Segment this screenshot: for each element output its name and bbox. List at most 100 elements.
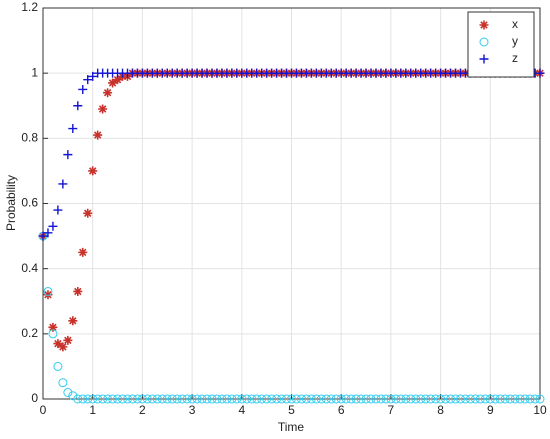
data-point — [257, 394, 267, 404]
data-point — [53, 361, 63, 371]
data-point — [316, 394, 326, 404]
data-point — [202, 394, 212, 404]
data-point — [103, 88, 113, 98]
legend-label: y — [512, 34, 518, 48]
data-point — [277, 394, 287, 404]
data-point — [88, 71, 98, 81]
data-point — [485, 394, 495, 404]
data-point — [262, 394, 272, 404]
data-point — [88, 394, 98, 404]
data-point — [311, 394, 321, 404]
data-point — [48, 221, 58, 231]
data-point — [48, 329, 58, 339]
data-point — [431, 394, 441, 404]
data-point — [58, 179, 68, 189]
legend-marker — [479, 54, 489, 64]
data-point — [356, 394, 366, 404]
data-point — [98, 104, 108, 114]
data-point — [78, 394, 88, 404]
data-point — [197, 394, 207, 404]
x-tick-label: 10 — [533, 403, 547, 417]
data-point — [113, 394, 123, 404]
data-point — [272, 394, 282, 404]
data-point — [152, 394, 162, 404]
data-point — [416, 394, 426, 404]
data-point — [43, 286, 53, 296]
data-point — [182, 394, 192, 404]
data-point — [500, 394, 510, 404]
data-point — [341, 394, 351, 404]
y-tick-label: 0.4 — [21, 261, 38, 275]
data-point — [108, 394, 118, 404]
data-point — [525, 394, 535, 404]
data-point — [436, 394, 446, 404]
data-point — [113, 75, 123, 85]
y-tick-label: 0.6 — [21, 196, 38, 210]
data-point — [48, 322, 58, 332]
data-point — [361, 394, 371, 404]
data-point — [93, 130, 103, 140]
data-point — [455, 394, 465, 404]
data-point — [386, 394, 396, 404]
data-point — [331, 394, 341, 404]
data-point — [68, 124, 78, 134]
data-point — [53, 339, 63, 349]
data-point — [396, 394, 406, 404]
data-point — [217, 394, 227, 404]
data-point — [83, 75, 93, 85]
x-tick-label: 2 — [139, 403, 146, 417]
data-point — [187, 394, 197, 404]
data-point — [88, 166, 98, 176]
data-point — [470, 394, 480, 404]
data-point — [426, 394, 436, 404]
data-point — [326, 394, 336, 404]
data-point — [441, 394, 451, 404]
data-point — [282, 394, 292, 404]
data-point — [296, 394, 306, 404]
data-point — [267, 394, 277, 404]
data-point — [132, 394, 142, 404]
data-point — [108, 78, 118, 88]
data-point — [510, 394, 520, 404]
x-tick-label: 5 — [288, 403, 295, 417]
data-point — [336, 394, 346, 404]
data-point — [212, 394, 222, 404]
data-point — [480, 394, 490, 404]
data-point — [162, 394, 172, 404]
legend-marker — [479, 20, 489, 30]
x-tick-label: 7 — [388, 403, 395, 417]
data-point — [401, 394, 411, 404]
y-tick-label: 1 — [31, 65, 38, 79]
data-point — [58, 378, 68, 388]
x-tick-label: 1 — [89, 403, 96, 417]
data-point — [177, 394, 187, 404]
x-tick-label: 3 — [189, 403, 196, 417]
x-axis-label: Time — [278, 420, 305, 434]
data-point — [495, 394, 505, 404]
data-point — [98, 394, 108, 404]
data-point — [83, 394, 93, 404]
data-point — [93, 394, 103, 404]
data-point — [535, 68, 545, 78]
data-point — [43, 290, 53, 300]
data-point — [68, 316, 78, 326]
data-point — [520, 394, 530, 404]
data-point — [306, 394, 316, 404]
data-point — [142, 394, 152, 404]
data-point — [167, 394, 177, 404]
legend-marker — [479, 37, 489, 47]
data-point — [222, 394, 232, 404]
x-tick-label: 8 — [437, 403, 444, 417]
data-point — [291, 394, 301, 404]
data-point — [58, 342, 68, 352]
data-point — [78, 84, 88, 94]
data-point — [172, 394, 182, 404]
data-point — [38, 231, 48, 241]
data-point — [73, 286, 83, 296]
data-point — [446, 394, 456, 404]
y-tick-label: 0.2 — [21, 326, 38, 340]
data-point — [451, 394, 461, 404]
data-point — [252, 394, 262, 404]
data-point — [157, 394, 167, 404]
